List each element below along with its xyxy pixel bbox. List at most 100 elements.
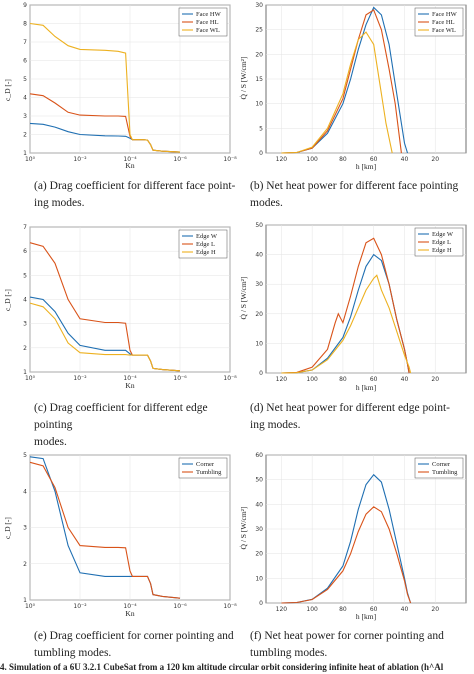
y-tick-label: 50 xyxy=(255,222,263,229)
y-tick-label: 3 xyxy=(23,525,27,532)
x-tick-label: 100 xyxy=(306,376,318,383)
series-line-tumbling xyxy=(29,461,181,599)
y-tick-label: 1 xyxy=(23,597,27,604)
y-tick-label: 0 xyxy=(259,150,263,157)
x-tick-label: 120 xyxy=(276,606,288,613)
series-line-face-hl xyxy=(281,9,402,154)
x-tick-label: 60 xyxy=(370,376,378,383)
y-tick-label: 8 xyxy=(23,21,27,28)
legend-label: Edge H xyxy=(432,247,452,254)
x-tick-label: 10⁻⁶ xyxy=(173,375,187,382)
y-tick-label: 10 xyxy=(255,340,263,347)
legend-label: Edge W xyxy=(196,233,218,240)
series-line-edge-l xyxy=(281,237,410,374)
x-tick-label: 60 xyxy=(370,606,378,613)
y-tick-label: 7 xyxy=(23,39,27,46)
x-tick-label: 80 xyxy=(339,156,347,163)
series-line-face-hw xyxy=(281,6,409,154)
ylabel-a: c_D [-] xyxy=(3,79,12,101)
y-tick-label: 10 xyxy=(255,575,263,582)
caption-d: (d) Net heat power for different edge po… xyxy=(250,402,450,431)
y-tick-label: 6 xyxy=(23,248,27,255)
legend-label: Tumbling xyxy=(196,469,222,476)
y-tick-label: 40 xyxy=(255,501,263,508)
series-line-face-wl xyxy=(29,22,181,153)
y-tick-label: 25 xyxy=(255,27,263,34)
x-tick-label: 10⁻⁶ xyxy=(173,603,187,610)
series-line-corner xyxy=(281,473,412,604)
x-tick-label: 10⁻⁸ xyxy=(223,156,237,163)
y-tick-label: 3 xyxy=(23,113,27,120)
legend-label: Corner xyxy=(196,461,215,468)
plot-area-f: 0 10 20 30 40 50 60 120 100 80 60 40 20 CornerTumblin… xyxy=(255,452,466,613)
y-tick-label: 9 xyxy=(23,2,27,9)
xlabel-d: h [km] xyxy=(356,383,376,392)
panel-a: c_D [-] Kn 1 2 3 4 5 6 7 8 9 10⁰ 10⁻² 10⁻⁴ 10⁻⁶ 10⁻⁸ F… xyxy=(3,2,237,170)
y-tick-label: 4 xyxy=(23,95,27,102)
x-tick-label: 10⁰ xyxy=(25,603,36,610)
y-tick-label: 40 xyxy=(255,252,263,259)
y-tick-label: 60 xyxy=(255,452,263,459)
y-tick-label: 20 xyxy=(255,551,263,558)
x-tick-label: 10⁻⁴ xyxy=(123,156,137,163)
x-tick-label: 120 xyxy=(276,376,288,383)
x-tick-label: 10⁻⁴ xyxy=(123,603,137,610)
x-tick-label: 10⁻² xyxy=(73,603,87,610)
x-tick-label: 10⁻⁴ xyxy=(123,375,137,382)
panel-e: c_D [-] Kn 1 2 3 4 5 10⁰ 10⁻² 10⁻⁴ 10⁻⁶ 10⁻⁸ Corne… xyxy=(3,452,237,618)
panel-c: c_D [-] Kn 1 2 3 4 5 6 7 10⁰ 10⁻² 10⁻⁴ 10⁻⁶ 10⁻⁸ Edg… xyxy=(3,224,237,390)
x-tick-label: 10⁻² xyxy=(73,375,87,382)
y-tick-label: 5 xyxy=(23,76,27,83)
legend-label: Face HW xyxy=(432,11,458,18)
ylabel-c: c_D [-] xyxy=(3,289,12,311)
y-tick-label: 5 xyxy=(23,452,27,459)
caption-b: (b) Net heat power for different face po… xyxy=(250,180,459,209)
y-tick-label: 30 xyxy=(255,2,263,9)
xlabel-f: h [km] xyxy=(356,612,376,621)
y-tick-label: 5 xyxy=(259,125,263,132)
series-line-edge-l xyxy=(29,242,181,372)
y-tick-label: 20 xyxy=(255,51,263,58)
xlabel-c: Kn xyxy=(125,381,134,390)
y-tick-label: 2 xyxy=(23,345,27,352)
x-tick-label: 100 xyxy=(306,606,318,613)
panel-b: Q̇ / S [W/cm²] h [km] 0 5 10 15 20 25 30 120 100… xyxy=(239,2,467,171)
y-tick-label: 0 xyxy=(259,370,263,377)
y-tick-label: 20 xyxy=(255,311,263,318)
y-tick-label: 1 xyxy=(23,369,27,376)
figure-footer: 4. Simulation of a 6U 3.2.1 CubeSat from… xyxy=(0,662,444,672)
legend-label: Face HW xyxy=(196,11,222,18)
x-tick-label: 40 xyxy=(401,156,409,163)
x-tick-label: 80 xyxy=(339,606,347,613)
series-line-face-hl xyxy=(29,93,181,153)
x-tick-label: 20 xyxy=(431,376,439,383)
series-line-tumbling xyxy=(281,506,412,604)
y-tick-label: 2 xyxy=(23,561,27,568)
legend-label: Face WL xyxy=(196,27,220,34)
series-line-edge-h xyxy=(281,274,412,374)
x-tick-label: 40 xyxy=(401,376,409,383)
xlabel-b: h [km] xyxy=(356,162,376,171)
x-tick-label: 10⁻⁸ xyxy=(223,603,237,610)
legend-label: Face HL xyxy=(196,19,219,26)
ylabel-e: c_D [-] xyxy=(3,517,12,539)
x-tick-label: 100 xyxy=(306,156,318,163)
x-tick-label: 10⁻⁶ xyxy=(173,156,187,163)
caption-f: (f) Net heat power for corner pointing a… xyxy=(250,630,444,659)
x-tick-label: 20 xyxy=(431,606,439,613)
xlabel-e: Kn xyxy=(125,609,134,618)
y-tick-label: 4 xyxy=(23,488,27,495)
legend-box xyxy=(178,457,228,479)
caption-e: (e) Drag coefficient for corner pointing… xyxy=(34,630,234,659)
series-line-face-hw xyxy=(29,122,181,153)
xlabel-a: Kn xyxy=(125,161,134,170)
panel-d: Q̇ / S [W/cm²] h [km] 0 10 20 30 40 50 120 100 8… xyxy=(239,222,467,392)
legend-label: Edge W xyxy=(432,231,454,238)
legend-label: Face HL xyxy=(432,19,455,26)
x-tick-label: 10⁰ xyxy=(25,156,36,163)
ylabel-d: Q̇ / S [W/cm²] xyxy=(239,277,248,320)
